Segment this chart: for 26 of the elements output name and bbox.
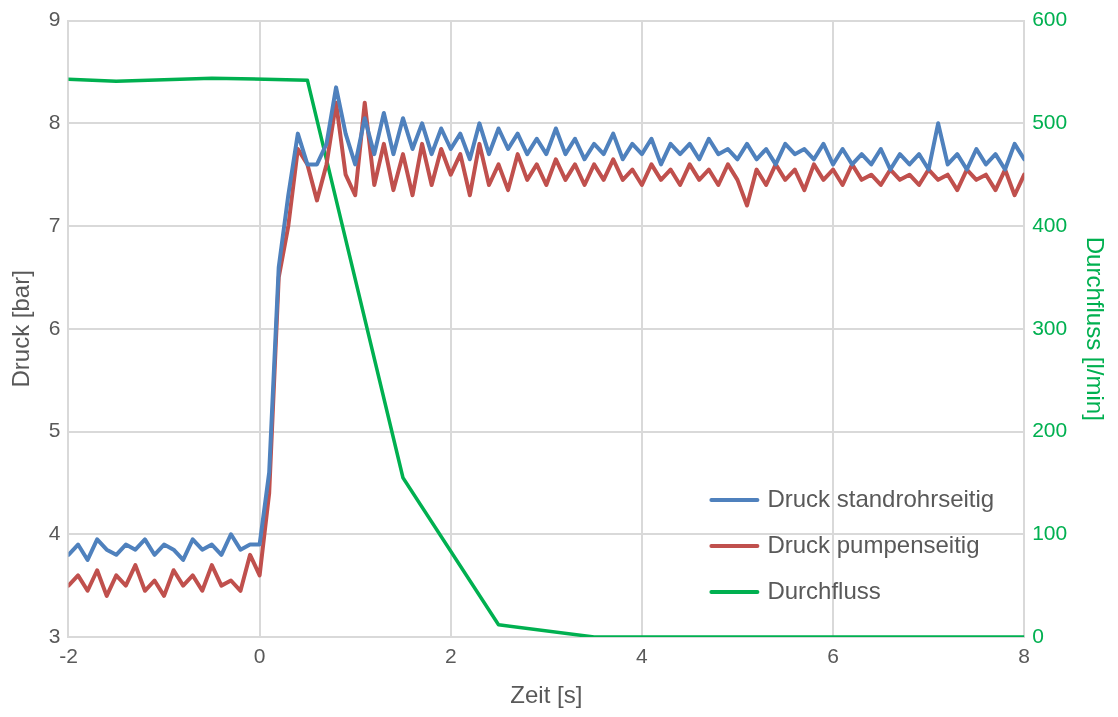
y-tick-label: 8 <box>48 110 61 134</box>
y2-tick-label: 300 <box>1032 315 1068 339</box>
y-axis-title: Druck [bar] <box>7 270 35 388</box>
x-tick-label: 2 <box>444 644 457 668</box>
x-tick-label: -2 <box>59 644 78 668</box>
y2-tick-label: 600 <box>1032 7 1068 31</box>
y2-tick-label: 200 <box>1032 418 1068 442</box>
y-tick-label: 7 <box>48 212 61 236</box>
x-tick-label: 6 <box>827 644 839 668</box>
y-tick-label: 9 <box>48 7 61 31</box>
y-tick-label: 3 <box>48 623 61 647</box>
y2-axis-title: Durchfluss [l/min] <box>1081 236 1109 421</box>
y2-tick-label: 400 <box>1032 212 1068 236</box>
y2-tick-label: 500 <box>1032 110 1068 134</box>
x-axis-title: Zeit [s] <box>510 681 583 709</box>
x-tick-label: 8 <box>1018 644 1031 668</box>
legend-label: Durchfluss <box>767 576 881 604</box>
y-tick-label: 5 <box>48 418 61 442</box>
y-tick-label: 6 <box>48 315 61 339</box>
y-tick-label: 4 <box>48 521 61 545</box>
x-tick-label: 4 <box>636 644 649 668</box>
y2-tick-label: 100 <box>1032 521 1068 545</box>
x-tick-label: 0 <box>253 644 266 668</box>
legend-label: Druck standrohrseitig <box>767 484 995 512</box>
legend-label: Druck pumpenseitig <box>767 530 980 558</box>
y2-tick-label: 0 <box>1032 623 1044 647</box>
